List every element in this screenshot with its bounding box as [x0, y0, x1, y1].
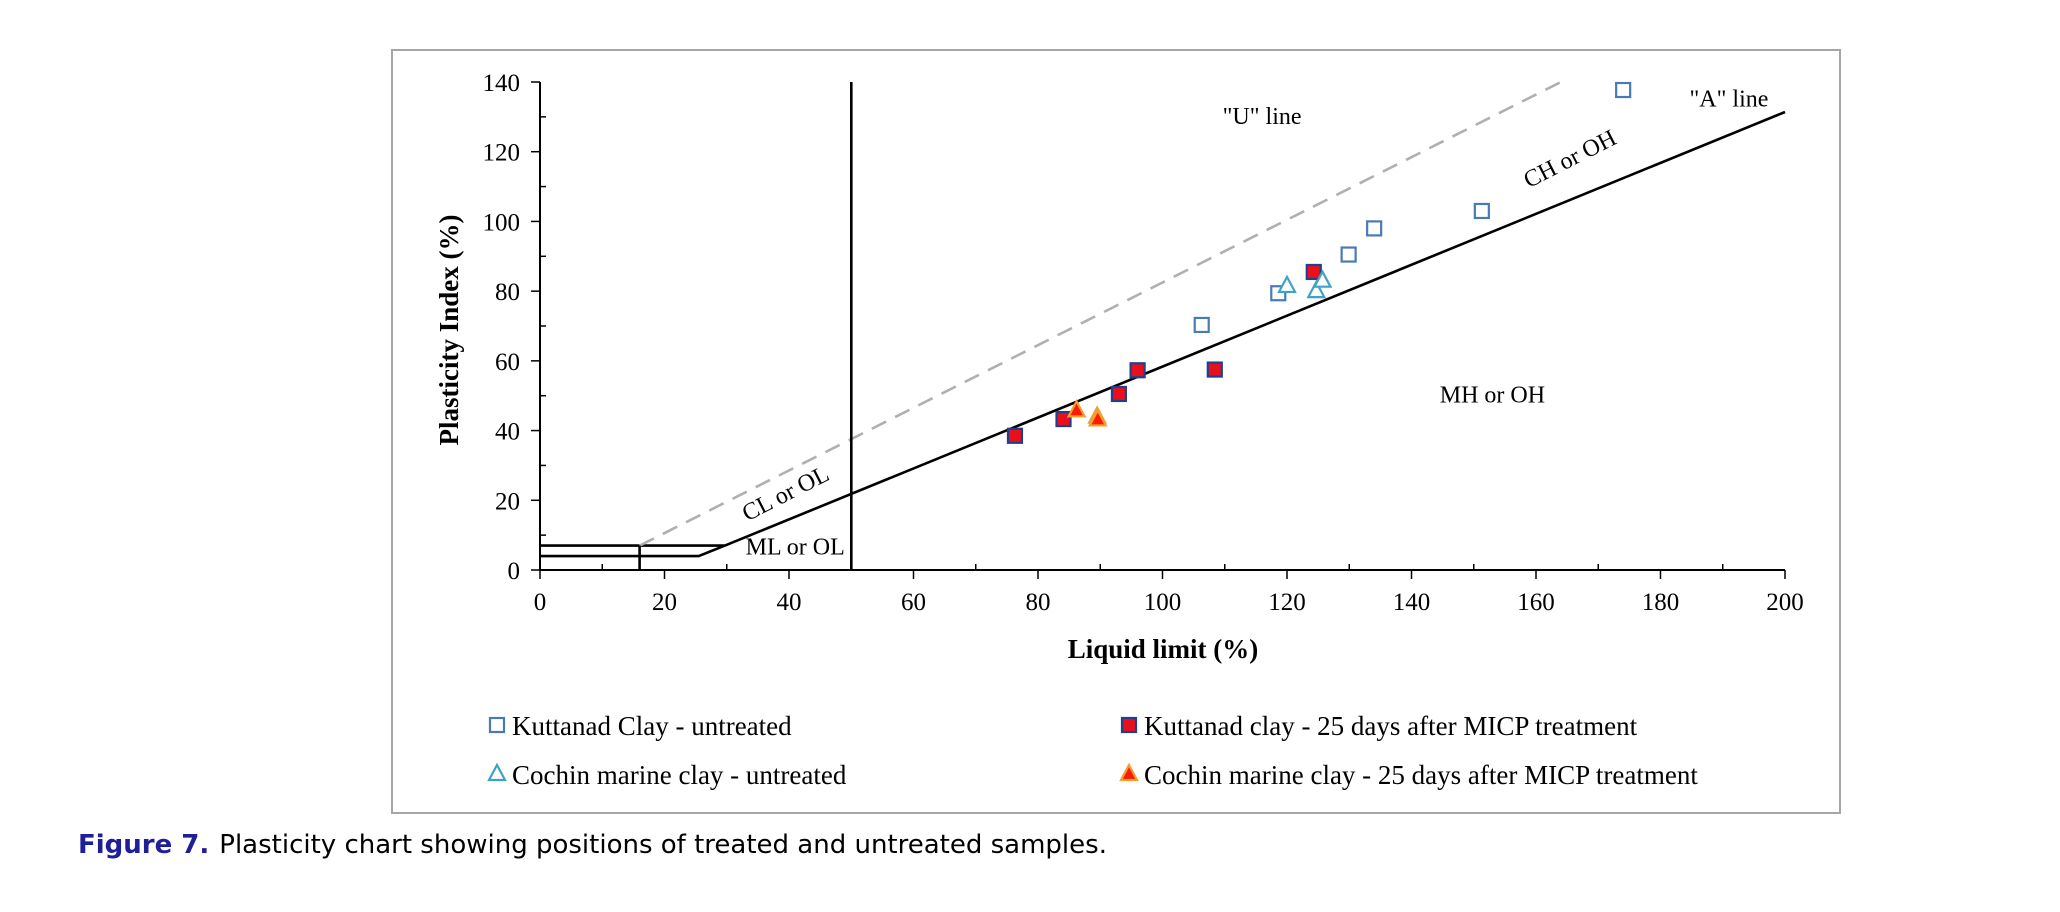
legend-item: Kuttanad Clay - untreated [488, 711, 792, 741]
legend-marker [1119, 762, 1139, 782]
data-point [1277, 274, 1297, 294]
region-label: MH or OH [1440, 383, 1545, 409]
y-tick-label: 80 [495, 279, 520, 306]
x-tick-label: 60 [901, 589, 926, 616]
figure-label: Figure 7. [78, 830, 210, 860]
x-tick-label: 0 [534, 589, 547, 616]
legend-marker [1120, 716, 1138, 734]
data-point [1129, 362, 1146, 379]
figure-caption: Figure 7. Plasticity chart showing positi… [78, 830, 1107, 860]
data-point [1206, 361, 1223, 378]
data-point [1110, 385, 1128, 403]
y-tick-label: 40 [495, 419, 520, 446]
data-point [1473, 202, 1490, 220]
y-tick-label: 100 [483, 209, 521, 236]
legend-item: Cochin marine clay - 25 days after MICP … [1119, 760, 1698, 790]
legend-marker [488, 716, 506, 734]
x-tick-label: 140 [1393, 589, 1431, 616]
y-tick-label: 120 [483, 140, 521, 167]
data-point [1006, 427, 1024, 444]
data-point [1306, 279, 1327, 299]
y-tick-label: 60 [495, 349, 520, 376]
region-label: "A" line [1690, 86, 1769, 112]
x-axis-title: Liquid limit (%) [1068, 634, 1259, 664]
data-point [1193, 316, 1210, 334]
x-tick-label: 100 [1144, 589, 1182, 616]
legend-label: Cochin marine clay - 25 days after MICP … [1144, 760, 1698, 790]
chart-frame [391, 49, 1841, 814]
data-point [1312, 269, 1333, 288]
legend-marker [487, 762, 507, 782]
reference-lines [540, 80, 1786, 570]
legend-label: Kuttanad Clay - untreated [512, 711, 792, 741]
legend: Kuttanad Clay - untreated Kuttanad clay -… [487, 711, 1698, 790]
data-point [1615, 81, 1632, 99]
data-point [1305, 263, 1322, 281]
legend-label: Cochin marine clay - untreated [512, 760, 847, 790]
data-points [1006, 81, 1632, 444]
legend-item: Cochin marine clay - untreated [487, 760, 847, 790]
region-label: "U" line [1223, 104, 1302, 130]
x-tick-label: 20 [652, 589, 677, 616]
legend-item: Kuttanad clay - 25 days after MICP treat… [1120, 711, 1638, 741]
data-point [1366, 220, 1383, 237]
x-tick-label: 160 [1517, 589, 1555, 616]
y-tick-label: 0 [508, 558, 521, 585]
reference-line [639, 80, 1562, 547]
figure-caption-text: Plasticity chart showing positions of tr… [219, 830, 1107, 860]
x-tick-label: 120 [1268, 589, 1306, 616]
x-tick-label: 80 [1026, 589, 1051, 616]
x-tick-label: 40 [777, 589, 802, 616]
data-point [1087, 408, 1108, 427]
legend-label: Kuttanad clay - 25 days after MICP treat… [1144, 711, 1638, 741]
x-tick-label: 200 [1766, 589, 1804, 616]
y-tick-label: 140 [483, 70, 521, 97]
y-tick-label: 20 [495, 488, 520, 515]
data-point [1340, 246, 1357, 263]
reference-line [540, 110, 1786, 558]
region-label: ML or OL [746, 534, 845, 560]
y-axis-title: Plasticity Index (%) [434, 215, 464, 446]
x-tick-label: 180 [1642, 589, 1680, 616]
axes: 0 20 40 60 80 100 120 140 160 180 200 0 20 40 60 80 100 1… [483, 70, 1804, 616]
data-point [1055, 410, 1072, 428]
data-point [1066, 399, 1087, 418]
